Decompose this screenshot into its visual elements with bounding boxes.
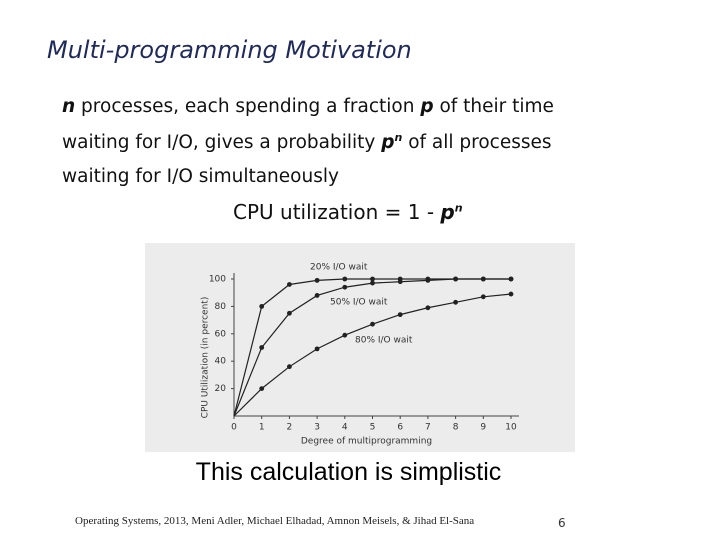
y-tick-label: 100 (209, 275, 226, 285)
text: n (62, 96, 76, 117)
x-tick-label: 6 (397, 423, 403, 433)
caption: This calculation is simplistic (195, 458, 502, 486)
data-point (314, 277, 320, 283)
data-point (480, 294, 486, 300)
body-line: n processes, each spending a fraction p … (62, 96, 554, 117)
data-point (259, 386, 265, 391)
footer: Operating Systems, 2013, Meni Adler, Mic… (75, 515, 475, 527)
data-point (508, 291, 514, 297)
data-point (397, 312, 403, 318)
formula: CPU utilization = 1 - pn (233, 200, 463, 224)
data-point (314, 346, 320, 352)
text: of their time (433, 96, 554, 117)
y-tick-label: 60 (215, 329, 227, 339)
text: p (381, 132, 395, 154)
x-axis-label: Degree of multiprogramming (301, 437, 432, 447)
data-point (259, 345, 265, 350)
data-point (453, 299, 458, 305)
data-point (508, 276, 514, 282)
data-point (342, 332, 348, 338)
text: CPU utilization = 1 - (233, 200, 441, 224)
x-tick-label: 2 (287, 423, 293, 433)
figure: 20 40 60 80 100 0 1 2 3 4 5 6 7 8 9 10 Degree of multipr… (145, 243, 575, 452)
data-point (370, 321, 375, 327)
y-tick-label: 80 (215, 302, 227, 312)
data-point (480, 276, 486, 282)
text: waiting for I/O, gives a probability (62, 132, 382, 154)
x-tick-label: 0 (231, 423, 237, 433)
body-line: waiting for I/O simultaneously (62, 166, 339, 187)
x-tick-label: 3 (314, 423, 320, 433)
data-point (342, 276, 348, 282)
x-tick-label: 10 (505, 423, 517, 433)
figure-background (145, 243, 575, 452)
x-tick-label: 4 (342, 423, 348, 433)
data-point (287, 282, 292, 287)
series-label: 80% I/O wait (355, 336, 413, 346)
y-tick-label: 20 (215, 384, 227, 394)
text: processes, each spending a fraction (75, 96, 421, 117)
body-line: waiting for I/O, gives a probability pn … (62, 131, 552, 153)
y-tick-label: 40 (215, 357, 227, 367)
data-point (259, 304, 265, 309)
data-point (314, 293, 320, 298)
x-tick-label: 5 (370, 423, 376, 433)
data-point (453, 276, 458, 282)
x-tick-label: 1 (259, 423, 265, 433)
text: n (454, 201, 463, 215)
data-point (425, 305, 431, 311)
page-number: 6 (558, 516, 566, 530)
series-label: 50% I/O wait (330, 298, 388, 308)
text: p (420, 96, 434, 117)
text: of all processes (402, 132, 552, 154)
x-tick-label: 8 (453, 423, 459, 433)
data-point (287, 364, 292, 370)
series-label: 20% I/O wait (310, 263, 368, 273)
data-point (370, 280, 375, 286)
slide-title: Multi-programming Motivation (47, 36, 412, 64)
y-axis-label: CPU Utilization (in percent) (201, 297, 211, 419)
text: p (440, 200, 455, 224)
data-point (287, 310, 292, 316)
text: waiting for I/O simultaneously (62, 166, 339, 187)
x-tick-label: 9 (480, 423, 486, 433)
text: n (394, 131, 403, 144)
data-point (397, 279, 403, 285)
data-point (370, 276, 375, 282)
data-point (425, 277, 431, 283)
data-point (342, 284, 348, 290)
x-tick-label: 7 (425, 423, 431, 433)
